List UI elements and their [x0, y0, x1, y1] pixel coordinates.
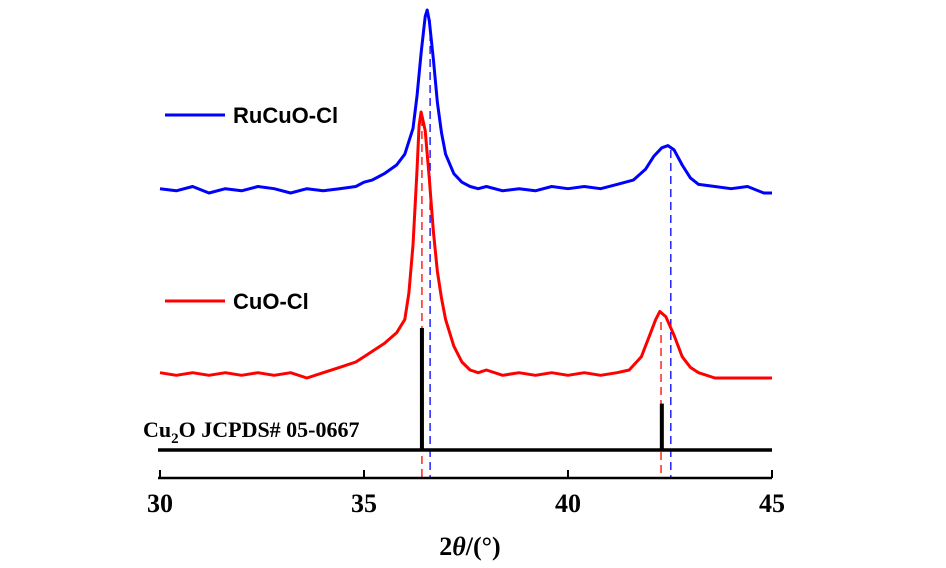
series-line-cuo-cl: [159, 110, 772, 380]
x-tick-label: 45: [759, 489, 785, 518]
x-tick-label: 40: [555, 489, 581, 518]
x-axis-title: 2θ/(°): [439, 532, 500, 561]
legend-label-cuo-cl: CuO-Cl: [233, 289, 309, 314]
dashed-guides: [421, 20, 672, 478]
series-line-rucuo-cl: [159, 8, 772, 195]
reference-label: Cu2O JCPDS# 05-0667: [143, 417, 360, 447]
x-axis-ticks: 30 35 40 45: [147, 470, 785, 518]
x-tick-label: 30: [147, 489, 173, 518]
legend-label-rucuo-cl: RuCuO-Cl: [233, 103, 338, 128]
x-tick-label: 35: [351, 489, 377, 518]
